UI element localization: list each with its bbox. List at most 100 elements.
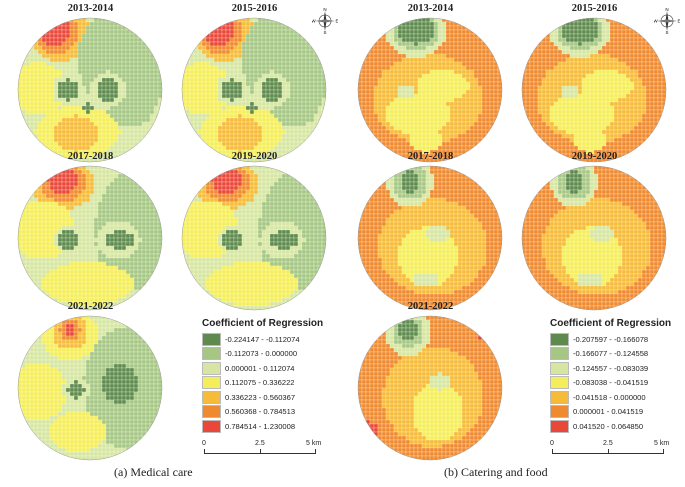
- grid-cell: [93, 193, 99, 199]
- grid-cell: [97, 81, 103, 87]
- grid-cell: [49, 257, 55, 263]
- grid-cell: [85, 293, 91, 299]
- grid-cell: [269, 53, 275, 59]
- grid-cell: [53, 41, 59, 47]
- grid-cell: [221, 109, 227, 115]
- grid-cell: [257, 249, 263, 255]
- grid-cell: [309, 205, 315, 211]
- grid-cell: [69, 249, 75, 255]
- grid-cell: [93, 245, 99, 251]
- grid-cell: [205, 61, 211, 67]
- grid-cell: [293, 277, 299, 283]
- grid-cell: [105, 265, 111, 271]
- grid-cell: [201, 97, 207, 103]
- grid-cell: [41, 383, 47, 389]
- grid-cell: [253, 18, 259, 23]
- grid-cell: [101, 141, 107, 147]
- grid-cell: [253, 229, 259, 235]
- grid-cell: [129, 193, 135, 199]
- grid-cell: [105, 351, 111, 357]
- grid-cell: [273, 89, 279, 95]
- grid-cell: [125, 189, 131, 195]
- grid-cell: [57, 69, 63, 75]
- grid-cell: [221, 101, 227, 107]
- grid-cell: [101, 281, 107, 287]
- grid-cell: [61, 145, 67, 151]
- grid-cell: [269, 69, 275, 75]
- grid-cell: [189, 237, 195, 243]
- grid-cell: [125, 339, 131, 345]
- grid-cell: [261, 293, 267, 299]
- grid-cell: [105, 57, 111, 63]
- grid-cell: [229, 173, 235, 179]
- grid-cell: [49, 281, 55, 287]
- grid-cell: [57, 343, 63, 349]
- grid-cell: [137, 367, 143, 373]
- grid-cell: [241, 21, 247, 27]
- grid-cell: [129, 45, 135, 51]
- grid-cell: [89, 273, 95, 279]
- grid-cell: [297, 185, 303, 191]
- grid-cell: [77, 375, 83, 381]
- grid-cell: [213, 109, 219, 115]
- grid-cell: [49, 213, 55, 219]
- grid-cell: [41, 125, 47, 131]
- grid-cell: [249, 237, 255, 243]
- grid-cell: [217, 205, 223, 211]
- grid-cell: [153, 233, 159, 239]
- grid-cell: [93, 225, 99, 231]
- grid-cell: [18, 73, 23, 79]
- grid-cell: [137, 265, 143, 271]
- grid-cell: [293, 37, 299, 43]
- grid-cell: [269, 21, 275, 27]
- grid-cell: [121, 105, 127, 111]
- grid-cell: [301, 213, 307, 219]
- grid-cell: [305, 49, 311, 55]
- grid-cell: [305, 261, 311, 267]
- grid-cell: [133, 375, 139, 381]
- grid-cell: [53, 113, 59, 119]
- grid-cell: [137, 277, 143, 283]
- grid-cell: [249, 137, 255, 143]
- grid-cell: [201, 201, 207, 207]
- grid-cell: [249, 57, 255, 63]
- grid-cell: [257, 233, 263, 239]
- grid-cell: [77, 233, 83, 239]
- grid-cell: [113, 359, 119, 365]
- grid-cell: [149, 65, 155, 71]
- grid-cell: [237, 301, 243, 307]
- grid-cell: [201, 61, 207, 67]
- grid-cell: [145, 61, 151, 67]
- grid-cell: [253, 293, 259, 299]
- grid-cell: [129, 359, 135, 365]
- grid-cell: [205, 261, 211, 267]
- grid-cell: [89, 133, 95, 139]
- grid-cell: [109, 293, 115, 299]
- grid-cell: [89, 277, 95, 283]
- grid-cell: [197, 261, 203, 267]
- grid-cell: [269, 285, 275, 291]
- grid-cell: [41, 121, 47, 127]
- grid-cell: [293, 217, 299, 223]
- grid-cell: [245, 213, 251, 219]
- grid-cell: [101, 367, 107, 373]
- grid-cell: [113, 225, 119, 231]
- grid-cell: [293, 65, 299, 71]
- grid-cell: [109, 205, 115, 211]
- grid-cell: [269, 45, 275, 51]
- grid-cell: [21, 225, 27, 231]
- grid-cell: [37, 277, 43, 283]
- grid-cell: [73, 29, 79, 35]
- grid-cell: [97, 173, 103, 179]
- grid-cell: [121, 97, 127, 103]
- grid-cell: [221, 121, 227, 127]
- grid-cell: [97, 253, 103, 259]
- grid-cell: [145, 265, 151, 271]
- grid-cell: [149, 265, 155, 271]
- grid-cell: [53, 65, 59, 71]
- grid-cell: [21, 97, 27, 103]
- grid-cell: [37, 185, 43, 191]
- grid-cell: [69, 201, 75, 207]
- grid-cell: [37, 193, 43, 199]
- grid-cell: [65, 323, 71, 329]
